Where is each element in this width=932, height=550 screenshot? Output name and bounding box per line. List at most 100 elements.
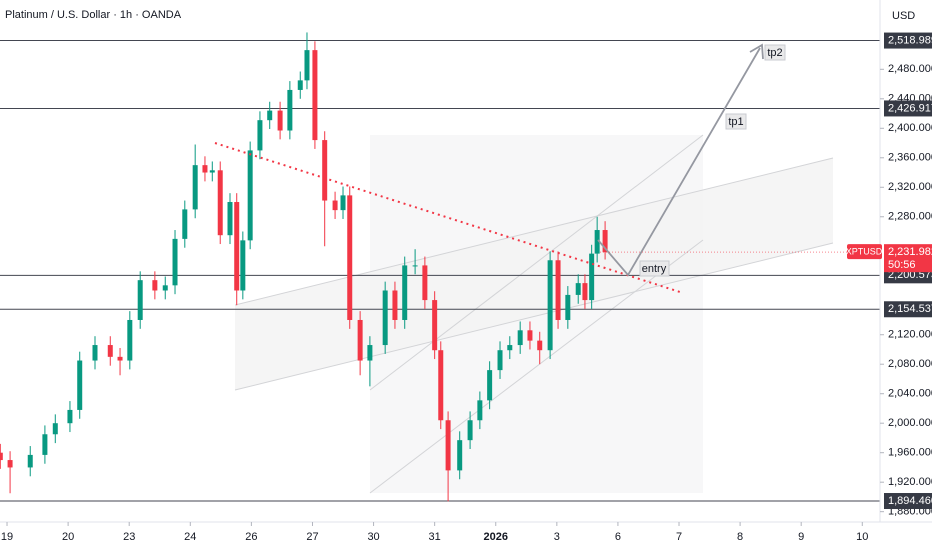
level-label: 2,200.573 xyxy=(888,269,932,281)
candle-body xyxy=(340,195,346,211)
x-tick-label: 30 xyxy=(367,531,379,543)
candle-body xyxy=(202,165,208,173)
candle-body xyxy=(547,260,553,351)
countdown: 50:56 xyxy=(888,259,916,271)
candle-body xyxy=(247,150,253,241)
y-tick-label: 1,920.000 xyxy=(888,476,932,488)
candle-body xyxy=(527,330,533,341)
level-box xyxy=(884,100,932,117)
candle-body xyxy=(42,434,48,455)
candle-body xyxy=(594,230,600,254)
x-tick-label: 2026 xyxy=(484,531,508,543)
symbol-label: XPTUSD xyxy=(846,247,883,257)
candle-body xyxy=(589,253,595,301)
candle-body xyxy=(257,120,263,151)
candle-body xyxy=(67,409,73,424)
candle-body xyxy=(137,280,143,320)
channel-line xyxy=(234,242,834,391)
candle-body xyxy=(107,345,113,357)
chart-title: Platinum / U.S. Dollar · 1h · OANDA xyxy=(5,9,182,21)
candle-body xyxy=(182,209,188,239)
candle-body xyxy=(77,360,83,410)
candle-body xyxy=(367,345,373,361)
candle-body xyxy=(347,195,353,320)
channel-line xyxy=(369,134,704,391)
level-label: 1,894.460 xyxy=(888,495,932,507)
candle-body xyxy=(432,300,438,351)
candle-body xyxy=(240,240,246,291)
candle-body xyxy=(575,283,581,295)
candle-body xyxy=(234,202,240,291)
candle-body xyxy=(392,290,398,320)
candle-body xyxy=(438,350,444,421)
x-tick-label: 3 xyxy=(554,531,560,543)
candle-body xyxy=(412,265,418,267)
entry-label: entry xyxy=(642,263,667,275)
channel-line xyxy=(234,157,834,306)
x-tick-label: 26 xyxy=(245,531,257,543)
tp2-label: tp2 xyxy=(767,47,782,59)
y-tick-label: 2,120.000 xyxy=(888,329,932,341)
candle-body xyxy=(92,345,98,361)
candle-body xyxy=(422,265,428,301)
x-tick-label: 19 xyxy=(1,531,13,543)
symbol-box xyxy=(847,244,882,260)
level-box xyxy=(884,493,932,510)
last-price-box xyxy=(884,244,932,273)
x-tick-label: 24 xyxy=(184,531,196,543)
candle-body xyxy=(382,290,388,346)
candle-body xyxy=(117,356,123,361)
candle-body xyxy=(227,202,233,236)
candle-body xyxy=(565,294,571,320)
level-label: 2,518.989 xyxy=(888,34,932,46)
candle-body xyxy=(467,420,473,441)
candle-body xyxy=(477,400,483,421)
candle-body xyxy=(267,110,273,121)
candle-body xyxy=(497,350,503,371)
candle-body xyxy=(457,440,463,471)
x-tick-label: 7 xyxy=(676,531,682,543)
candle-body xyxy=(192,165,198,210)
y-tick-label: 2,000.000 xyxy=(888,417,932,429)
x-tick-label: 31 xyxy=(429,531,441,543)
candle-body xyxy=(217,170,223,236)
path-arrow xyxy=(597,47,761,277)
x-tick-label: 20 xyxy=(62,531,74,543)
tp1-label: tp1 xyxy=(728,116,743,128)
candle-body xyxy=(445,420,451,471)
candle-body xyxy=(0,452,3,461)
candle-body xyxy=(152,280,158,291)
x-tick-label: 27 xyxy=(306,531,318,543)
y-tick-label: 2,360.000 xyxy=(888,152,932,164)
tp2-box xyxy=(764,44,786,61)
candle-body xyxy=(287,89,293,131)
candle-body xyxy=(507,345,513,351)
candle-body xyxy=(602,230,608,253)
candle-body xyxy=(277,110,283,131)
candle-body xyxy=(555,260,561,320)
candle-body xyxy=(322,140,328,201)
level-box xyxy=(884,301,932,318)
arrow-head xyxy=(749,43,764,60)
y-tick-label: 2,040.000 xyxy=(888,388,932,400)
candle-body xyxy=(487,370,493,401)
candle-body xyxy=(172,238,178,286)
x-tick-label: 6 xyxy=(615,531,621,543)
candle-body xyxy=(297,80,303,90)
y-tick-label: 2,400.000 xyxy=(888,122,932,134)
y-tick-label: 2,320.000 xyxy=(888,181,932,193)
candle-body xyxy=(127,319,133,361)
level-label: 2,154.537 xyxy=(888,303,932,315)
candle-body xyxy=(7,460,13,468)
y-tick-label: 2,080.000 xyxy=(888,358,932,370)
x-tick-label: 8 xyxy=(737,531,743,543)
candle-body xyxy=(537,340,543,351)
x-tick-label: 9 xyxy=(798,531,804,543)
level-label: 2,426.917 xyxy=(888,102,932,114)
candle-body xyxy=(582,283,588,301)
candle-body xyxy=(517,330,523,346)
entry-box xyxy=(639,260,670,277)
level-box xyxy=(884,32,932,49)
candle-body xyxy=(52,423,58,435)
